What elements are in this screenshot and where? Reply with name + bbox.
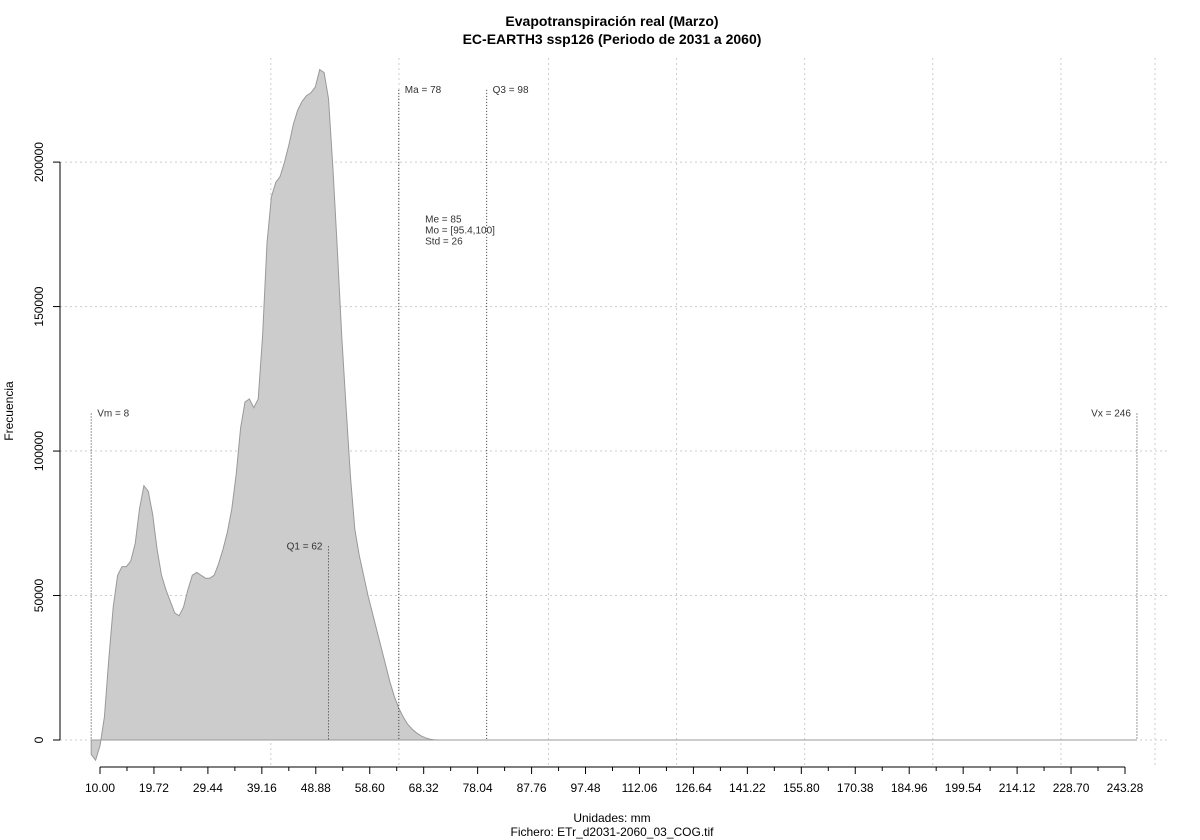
x-axis: 10.00 19.72 29.44 39.16 48.88 58.60 68.32 78.04… [85,766,1144,795]
x-tick-label: 155.80 [783,781,820,795]
x-tick-label: 243.28 [1107,781,1144,795]
x-tick-label: 214.12 [999,781,1036,795]
y-axis: 0 50000 100000 150000 200000 [32,142,61,743]
x-tick-label: 39.16 [247,781,277,795]
y-tick-label: 200000 [32,142,46,182]
y-tick-label: 0 [32,736,46,743]
x-tick-label: 126.64 [675,781,712,795]
chart-title: Evapotranspiración real (Marzo) [505,13,718,29]
stats-line: Me = 85 [425,215,462,226]
x-tick-label: 68.32 [409,781,439,795]
x-tick-label: 29.44 [193,781,223,795]
x-tick-label: 184.96 [891,781,928,795]
x-tick-label: 141.22 [729,781,766,795]
caption: Fichero: ETr_d2031-2060_03_COG.tif [511,825,715,839]
x-tick-label: 228.70 [1053,781,1090,795]
chart-subtitle: EC-EARTH3 ssp126 (Periodo de 2031 a 2060… [463,31,762,47]
x-tick-label: 48.88 [301,781,331,795]
x-tick-label: 78.04 [463,781,493,795]
y-tick-label: 100000 [32,431,46,471]
marker-lines: Vm = 8 Q1 = 62 Ma = 78 Q3 = 98 Vx = 246 [90,85,1138,740]
density-area [90,68,1137,762]
x-tick-label: 19.72 [139,781,169,795]
marker-label: Vm = 8 [97,408,129,419]
x-tick-label: 97.48 [571,781,601,795]
x-tick-label: 170.38 [837,781,874,795]
y-axis-title: Frecuencia [2,381,16,441]
x-tick-label: 10.00 [85,781,115,795]
stats-line: Mo = [95.4,100] [425,226,495,237]
x-tick-label: 58.60 [355,781,385,795]
stats-line: Std = 26 [425,237,463,248]
marker-label: Q1 = 62 [287,541,323,552]
x-tick-label: 87.76 [517,781,547,795]
y-tick-label: 50000 [32,579,46,613]
marker-label: Q3 = 98 [493,85,529,96]
y-tick-label: 150000 [32,286,46,326]
x-axis-title: Unidades: mm [573,811,650,825]
x-tick-label: 112.06 [622,781,658,795]
marker-label: Vx = 246 [1091,408,1131,419]
x-tick-label: 199.54 [945,781,982,795]
marker-label: Ma = 78 [405,85,442,96]
